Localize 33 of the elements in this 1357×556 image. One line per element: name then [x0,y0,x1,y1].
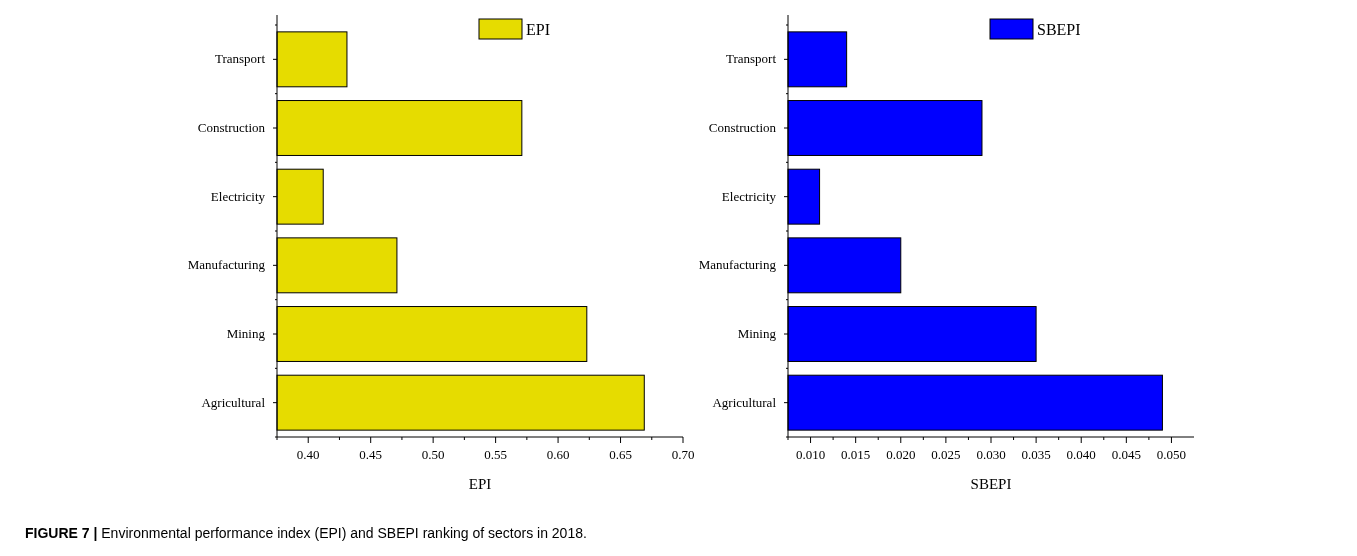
x-tick-label: 0.65 [609,447,632,462]
y-tick-label: Manufacturing [698,257,777,273]
y-tick-label: Transport [214,51,266,67]
x-tick-label: 0.040 [1066,447,1096,462]
x-tick-label: 0.050 [1156,447,1187,462]
caption: FIGURE 7 | Environmental performance index (EPI) and SBEPI ranking of sectors in 2018. [25,525,587,541]
y-tick-label: Agricultural [712,394,777,410]
x-tick-label: 0.60 [546,447,570,462]
y-tick-label: Electricity [210,188,266,204]
x-tick-label: 0.020 [886,447,916,462]
x-tick-label: 0.035 [1021,447,1051,462]
y-tick-label: Mining [226,326,266,341]
y-tick-label: Construction [708,120,777,135]
y-tick-label: Manufacturing [187,257,266,273]
x-tick-label: 0.55 [484,447,507,462]
x-axis-title: SBEPI [970,476,1012,492]
x-tick-label: 0.015 [841,447,871,462]
x-tick-label: 0.045 [1111,447,1141,462]
x-tick-label: 0.010 [795,447,826,462]
y-tick-label: Electricity [721,188,777,204]
y-tick-label: Mining [737,326,777,341]
x-tick-label: 0.025 [931,447,961,462]
legend-label: EPI [526,21,550,38]
legend-label: SBEPI [1037,21,1081,38]
y-tick-label: Transport [725,51,777,67]
x-tick-label: 0.030 [976,447,1006,462]
y-tick-label: Agricultural [201,394,266,410]
x-tick-label: 0.45 [359,447,383,462]
x-axis-title: EPI [468,476,492,492]
y-tick-label: Construction [197,120,266,135]
x-tick-label: 0.40 [296,447,320,462]
x-tick-label: 0.70 [671,447,695,462]
x-tick-label: 0.50 [421,447,445,462]
